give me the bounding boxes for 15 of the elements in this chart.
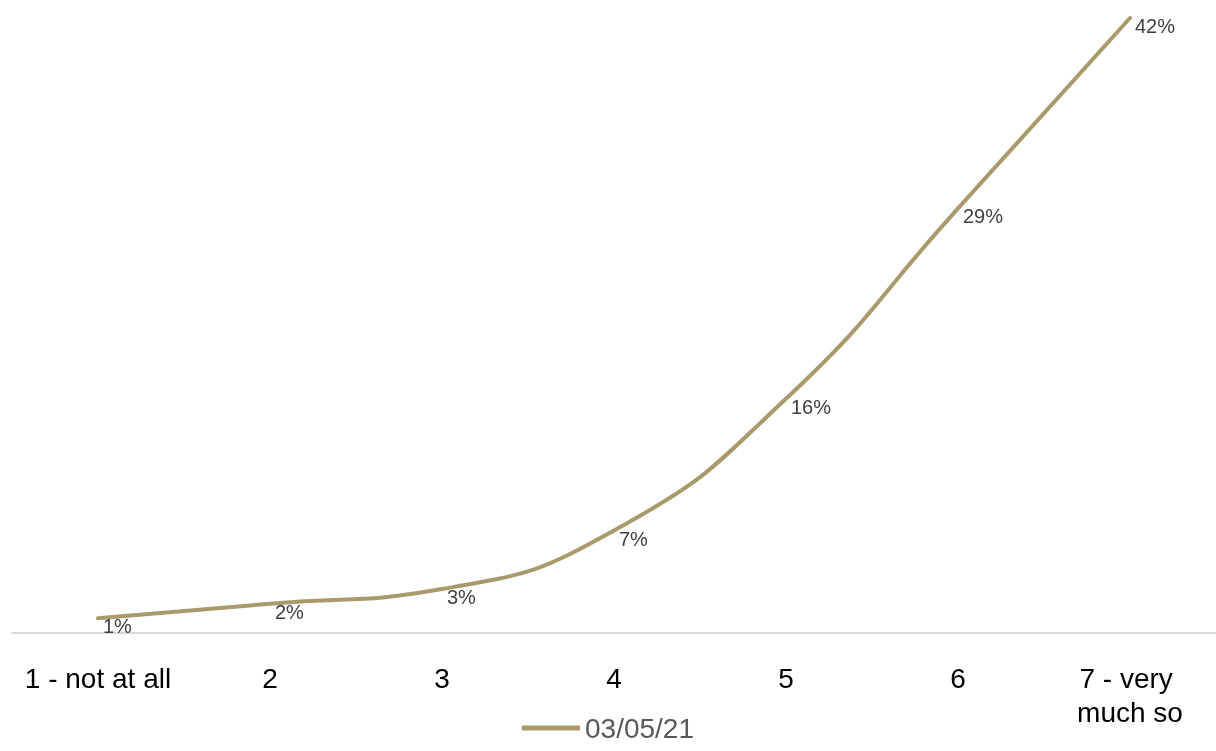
data-label: 3% bbox=[447, 586, 477, 609]
x-tick-label: 1 - not at all bbox=[24, 662, 172, 694]
data-label: 7% bbox=[619, 527, 649, 550]
data-label: 2% bbox=[275, 600, 305, 623]
x-tick-label: 7 - very much so bbox=[1077, 662, 1183, 728]
x-tick-label: 5 bbox=[778, 662, 794, 694]
x-tick-label: 4 bbox=[606, 662, 622, 694]
data-label: 29% bbox=[963, 205, 1004, 228]
data-label: 16% bbox=[791, 395, 832, 418]
x-tick-label: 6 bbox=[950, 662, 966, 694]
legend-label: 03/05/21 bbox=[585, 712, 694, 744]
data-label: 42% bbox=[1135, 15, 1176, 37]
data-label: 1% bbox=[103, 615, 133, 638]
x-tick-label: 2 bbox=[262, 662, 278, 694]
x-tick-label: 3 bbox=[434, 662, 450, 694]
